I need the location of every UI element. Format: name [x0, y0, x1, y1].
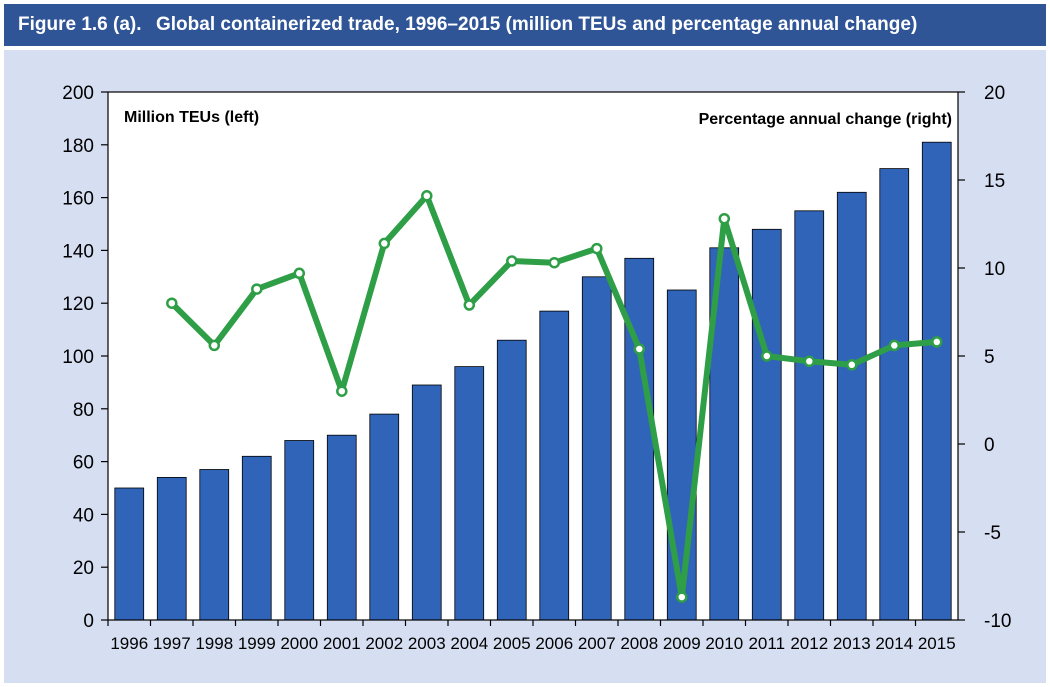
- bar-2001: [326, 434, 357, 621]
- pct-point-2010: [718, 212, 731, 225]
- pct-point-2007: [591, 242, 603, 255]
- left-tick-label: 40: [73, 505, 94, 526]
- left-tick-label: 0: [83, 611, 94, 632]
- bar-2011: [751, 228, 782, 621]
- right-tick-label: 5: [984, 347, 995, 368]
- x-tick-label: 2012: [790, 634, 828, 653]
- pct-point-1998: [208, 339, 221, 352]
- pct-point-2009: [676, 591, 688, 603]
- bar-2005: [496, 339, 527, 621]
- pct-point-2012: [803, 355, 816, 368]
- left-tick-label: 180: [62, 136, 94, 157]
- right-tick-label: 10: [984, 259, 1005, 280]
- x-tick-label: 2001: [323, 634, 361, 653]
- right-tick-label: 20: [984, 83, 1005, 104]
- bar-2012: [794, 210, 825, 621]
- x-tick-label: 1996: [110, 634, 148, 653]
- right-axis-label: Percentage annual change (right): [699, 111, 952, 128]
- chart-svg: 0 20 40 60 80 100 120 140 160 180 200 -10 -5 0 5 10 15 20…: [62, 83, 1011, 653]
- bar-2002: [369, 413, 400, 621]
- x-tick-label: 2014: [875, 634, 913, 653]
- chart-panel: 0 20 40 60 80 100 120 140 160 180 200 -10 -5 0 5 10 15 20…: [4, 50, 1046, 683]
- bar-2003: [411, 384, 442, 621]
- pct-point-2008: [633, 343, 646, 355]
- figure-header: Figure 1.6 (a). Global containerized tra…: [4, 4, 1046, 46]
- left-tick-label: 100: [62, 347, 94, 368]
- left-tick-label: 160: [62, 189, 94, 210]
- x-tick-label: 2000: [280, 634, 318, 653]
- left-tick-label: 200: [62, 83, 94, 104]
- left-tick-label: 60: [73, 453, 94, 474]
- bar-2008: [624, 257, 655, 621]
- right-tick-label: 0: [984, 435, 995, 456]
- pct-point-1999: [251, 283, 263, 295]
- plot-area: [108, 92, 958, 620]
- pct-point-2002: [378, 237, 391, 250]
- left-tick-label: 80: [73, 400, 94, 421]
- x-tick-label: 2011: [748, 634, 785, 653]
- x-tick-label: 1999: [238, 634, 276, 653]
- x-tick-label: 2003: [408, 634, 446, 653]
- pct-point-2015: [931, 336, 943, 348]
- bar-2015: [921, 141, 952, 621]
- pct-point-2013: [846, 359, 858, 371]
- bar-2014: [879, 168, 910, 621]
- pct-point-2001: [336, 385, 348, 397]
- figure-title: Global containerized trade, 1996–2015 (m…: [156, 14, 918, 35]
- pct-point-1997: [166, 297, 178, 309]
- bar-2013: [836, 191, 867, 621]
- bar-2000: [284, 440, 315, 621]
- right-tick-label: -5: [984, 523, 1001, 544]
- right-tick-label: -10: [984, 611, 1011, 632]
- pct-point-2006: [548, 256, 561, 269]
- pct-point-2000: [293, 267, 306, 280]
- left-tick-label: 140: [62, 241, 94, 262]
- x-tick-label: 2013: [833, 634, 871, 653]
- pct-point-2005: [506, 255, 518, 267]
- right-tick-label: 15: [984, 171, 1005, 192]
- bar-1997: [156, 476, 187, 621]
- pct-point-2003: [421, 190, 433, 202]
- figure-number: Figure 1.6 (a).: [18, 14, 142, 35]
- x-tick-label: 2007: [578, 634, 616, 653]
- x-tick-label: 2015: [918, 634, 956, 653]
- bar-2004: [454, 366, 485, 621]
- x-tick-label: 2004: [450, 634, 488, 653]
- x-tick-label: 1998: [195, 634, 233, 653]
- left-tick-label: 20: [73, 558, 94, 579]
- bar-2009: [666, 289, 697, 621]
- bar-1996: [114, 487, 145, 621]
- x-tick-label: 2002: [365, 634, 403, 653]
- bar-2006: [539, 310, 570, 621]
- pct-point-2011: [761, 350, 773, 362]
- x-tick-label: 2010: [705, 634, 743, 653]
- x-tick-label: 1997: [153, 634, 191, 653]
- x-tick-label: 2006: [535, 634, 573, 653]
- x-tick-label: 2005: [493, 634, 531, 653]
- left-axis-label: Million TEUs (left): [124, 109, 259, 126]
- pct-point-2014: [888, 339, 901, 352]
- bar-1998: [199, 469, 230, 621]
- pct-point-2004: [463, 299, 476, 311]
- x-tick-label: 2008: [620, 634, 658, 653]
- left-tick-label: 120: [62, 294, 94, 315]
- bar-2007: [581, 276, 612, 621]
- x-tick-label: 2009: [663, 634, 701, 653]
- bar-1999: [241, 455, 272, 621]
